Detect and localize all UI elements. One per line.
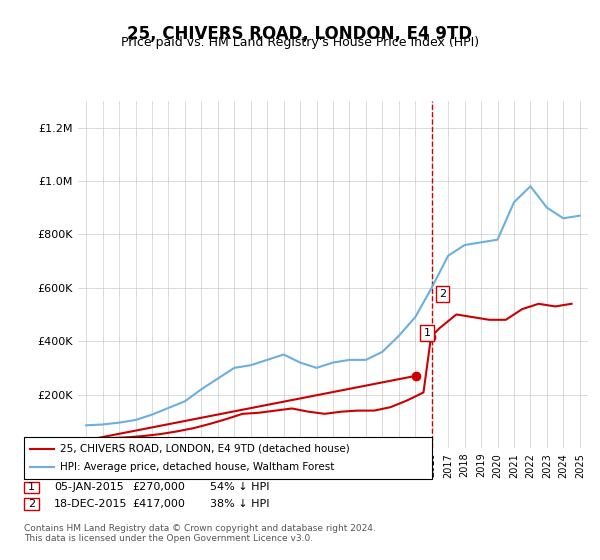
Text: 18-DEC-2015: 18-DEC-2015 <box>54 499 128 509</box>
Text: Price paid vs. HM Land Registry's House Price Index (HPI): Price paid vs. HM Land Registry's House … <box>121 36 479 49</box>
Text: 38% ↓ HPI: 38% ↓ HPI <box>210 499 269 509</box>
Text: 54% ↓ HPI: 54% ↓ HPI <box>210 482 269 492</box>
Text: 2: 2 <box>28 499 35 509</box>
Text: 1: 1 <box>28 482 35 492</box>
Text: 2: 2 <box>439 289 446 299</box>
Text: 05-JAN-2015: 05-JAN-2015 <box>54 482 124 492</box>
Text: HPI: Average price, detached house, Waltham Forest: HPI: Average price, detached house, Walt… <box>60 462 334 472</box>
Text: Contains HM Land Registry data © Crown copyright and database right 2024.
This d: Contains HM Land Registry data © Crown c… <box>24 524 376 543</box>
Text: 1: 1 <box>424 328 431 338</box>
Text: £270,000: £270,000 <box>132 482 185 492</box>
Text: 25, CHIVERS ROAD, LONDON, E4 9TD (detached house): 25, CHIVERS ROAD, LONDON, E4 9TD (detach… <box>60 444 350 454</box>
Text: 25, CHIVERS ROAD, LONDON, E4 9TD: 25, CHIVERS ROAD, LONDON, E4 9TD <box>127 25 473 43</box>
Text: £417,000: £417,000 <box>132 499 185 509</box>
